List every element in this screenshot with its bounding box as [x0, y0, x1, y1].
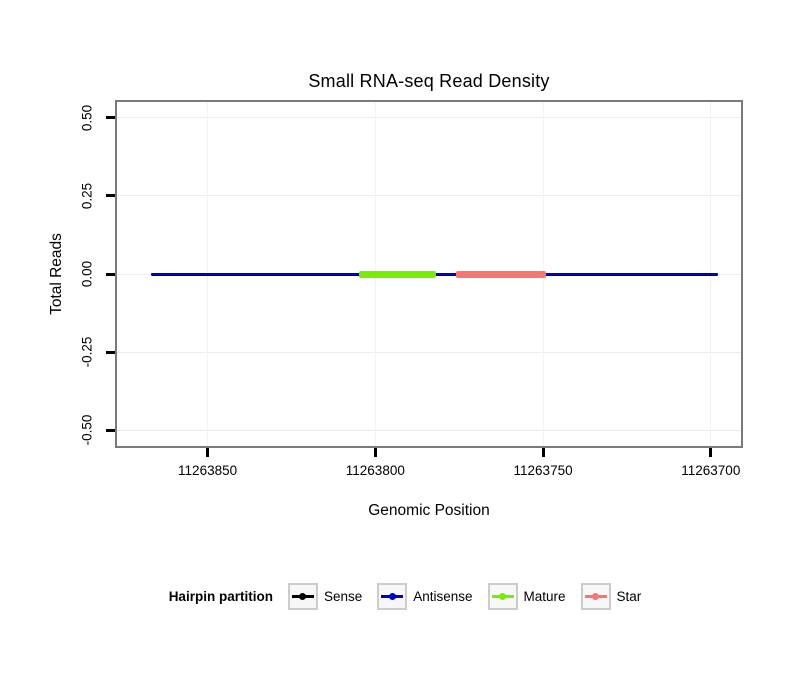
legend-label: Sense — [323, 589, 363, 604]
y-gridline — [117, 429, 741, 431]
y-tick-label: 0.00 — [79, 260, 95, 288]
y-tick-label: 0.50 — [79, 104, 95, 131]
y-gridline — [117, 195, 741, 197]
legend-point — [388, 593, 396, 600]
x-tick-mark — [709, 448, 713, 457]
legend-label: Mature — [523, 589, 566, 604]
y-tick-label: 0.25 — [79, 182, 95, 209]
legend-key-icon — [487, 583, 518, 610]
legend-label: Star — [616, 589, 642, 604]
legend-item-star: Star — [580, 583, 642, 610]
x-tick-label: 11263750 — [513, 463, 573, 478]
x-tick-label: 11263800 — [345, 463, 405, 478]
legend-point — [299, 593, 307, 600]
legend-point — [499, 593, 507, 600]
y-axis-label: Total Reads — [48, 233, 65, 315]
legend-point — [592, 593, 600, 600]
legend-item-mature: Mature — [487, 583, 566, 610]
legend-key-icon — [580, 583, 611, 610]
x-tick-label: 11263850 — [178, 463, 238, 478]
x-tick-mark — [541, 448, 545, 457]
legend: Hairpin partition Sense Antisense Mature St… — [0, 583, 810, 610]
y-tick-mark — [106, 428, 115, 432]
legend-item-antisense: Antisense — [377, 583, 473, 610]
y-gridline — [117, 351, 741, 353]
y-tick-mark — [106, 116, 115, 120]
plot-panel: 0.50 0.25 0.00 -0.25 -0.50 11263850 11263800 11… — [80, 100, 743, 478]
series-segment-mature — [358, 270, 436, 278]
series-segment-star — [455, 270, 547, 278]
legend-key-icon — [377, 583, 408, 610]
y-gridline — [117, 117, 741, 119]
y-tick-mark — [106, 194, 115, 198]
y-tick-label: -0.25 — [79, 336, 95, 368]
legend-label: Antisense — [413, 589, 473, 604]
x-axis-label: Genomic Position — [368, 502, 490, 519]
x-tick-label: 11263700 — [681, 463, 741, 478]
y-tick-mark — [106, 272, 115, 276]
legend-item-sense: Sense — [287, 583, 363, 610]
legend-title: Hairpin partition — [168, 589, 273, 604]
y-tick-mark — [106, 350, 115, 354]
chart-title: Small RNA-seq Read Density — [308, 71, 550, 91]
x-tick-mark — [206, 448, 210, 457]
y-tick-label: -0.50 — [79, 414, 95, 446]
x-tick-mark — [373, 448, 377, 457]
legend-key-icon — [287, 583, 318, 610]
legend-items: Sense Antisense Mature Star — [287, 583, 642, 610]
